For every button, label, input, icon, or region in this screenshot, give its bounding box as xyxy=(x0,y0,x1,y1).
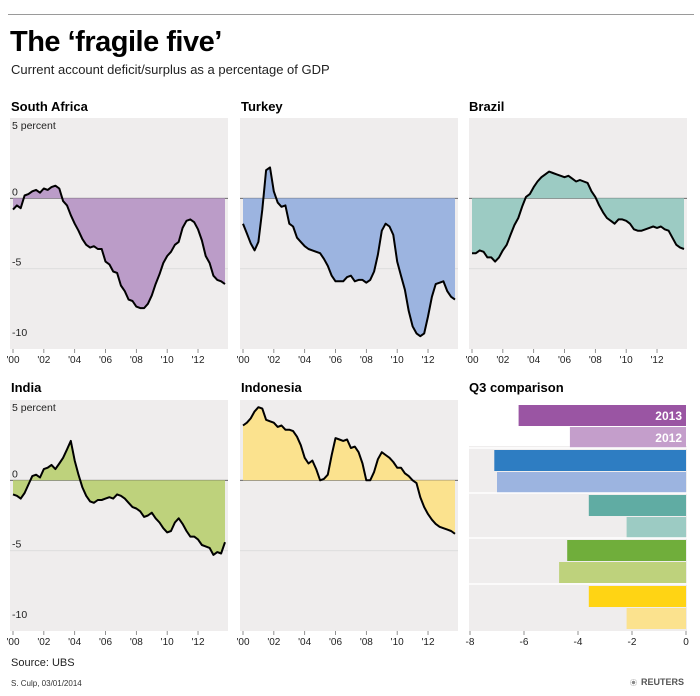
x-tick-label: '00 xyxy=(236,355,249,366)
panel-title-south-africa: South Africa xyxy=(11,99,88,114)
x-tick-label: '00 xyxy=(465,355,478,366)
panel-title-q3-comparison: Q3 comparison xyxy=(469,380,564,395)
legend-label-2013: 2013 xyxy=(655,409,682,423)
x-tick-label: '08 xyxy=(589,355,602,366)
x-tick-label: '06 xyxy=(99,355,112,366)
panel-south_africa xyxy=(10,118,228,353)
panel-india xyxy=(10,400,228,635)
x-tick-label: '00 xyxy=(6,637,19,648)
y-tick-label: 0 xyxy=(12,468,18,480)
panel-brazil xyxy=(469,118,687,353)
bar-2012-2 xyxy=(497,472,686,493)
bar-2013-1 xyxy=(518,405,686,426)
series-line xyxy=(242,166,456,338)
fragile-five-charts: '00 '02 '04 '06 '08 '10 '12 5 percent 0 -5 -10 '00 '… xyxy=(6,118,689,648)
y-tick-label: -10 xyxy=(12,609,27,621)
panel-q3-comparison xyxy=(469,405,687,635)
x-tick-label: 0 xyxy=(683,637,689,648)
x-tick-label: '12 xyxy=(191,637,204,648)
top-rule xyxy=(8,14,694,15)
legend-label-2012: 2012 xyxy=(655,431,682,445)
x-tick-label: '06 xyxy=(329,637,342,648)
y-tick-label: 0 xyxy=(12,186,18,198)
x-tick-label: '02 xyxy=(267,637,280,648)
x-tick-label: '10 xyxy=(391,355,404,366)
series-area xyxy=(243,167,455,337)
panel-turkey xyxy=(240,118,458,353)
bar-2013-4 xyxy=(567,540,686,561)
series-area xyxy=(13,440,225,555)
x-tick-label: '02 xyxy=(37,355,50,366)
x-tick-label: '02 xyxy=(267,355,280,366)
series-line xyxy=(12,184,226,310)
x-tick-label: '06 xyxy=(329,355,342,366)
x-tick-label: '06 xyxy=(558,355,571,366)
x-tick-label: -2 xyxy=(628,637,637,648)
panel-indonesia xyxy=(240,400,458,635)
series-line xyxy=(472,170,685,263)
x-tick-label: '12 xyxy=(421,355,434,366)
reuters-logo-icon xyxy=(629,677,638,687)
bar-2013-5 xyxy=(588,586,686,607)
panel-title-indonesia: Indonesia xyxy=(241,380,302,395)
series-line xyxy=(242,406,456,535)
x-tick-label: '06 xyxy=(99,637,112,648)
bar-2012-3 xyxy=(626,517,686,538)
y-tick-label: -5 xyxy=(12,257,21,269)
panel-title-india: India xyxy=(11,380,42,395)
x-tick-label: '04 xyxy=(68,637,81,648)
x-tick-label: '10 xyxy=(391,637,404,648)
x-tick-label: -4 xyxy=(574,637,583,648)
series-area xyxy=(243,407,455,534)
x-tick-label: '12 xyxy=(191,355,204,366)
x-tick-label: -6 xyxy=(520,637,529,648)
credit-note: S. Culp, 03/01/2014 xyxy=(11,679,82,688)
reuters-logo-text: REUTERS xyxy=(641,677,685,687)
x-tick-label: '12 xyxy=(650,355,663,366)
series-area xyxy=(472,171,684,262)
x-tick-label: '02 xyxy=(496,355,509,366)
x-tick-label: '08 xyxy=(130,637,143,648)
x-tick-label: '10 xyxy=(161,355,174,366)
bar-2012-4 xyxy=(559,562,686,583)
x-tick-label: '08 xyxy=(360,355,373,366)
series-line xyxy=(12,439,226,556)
panel-title-turkey: Turkey xyxy=(241,99,283,114)
y-tick-label: -10 xyxy=(12,327,27,339)
x-tick-label: '04 xyxy=(298,637,311,648)
y-tick-label: 5 percent xyxy=(12,402,56,414)
x-tick-label: '04 xyxy=(298,355,311,366)
x-tick-label: '08 xyxy=(130,355,143,366)
panel-title-brazil: Brazil xyxy=(469,99,505,114)
source-note: Source: UBS xyxy=(11,657,75,669)
x-tick-label: '02 xyxy=(37,637,50,648)
page-title: The ‘fragile five’ xyxy=(10,26,222,58)
x-tick-label: '00 xyxy=(236,637,249,648)
x-tick-label: '04 xyxy=(68,355,81,366)
reuters-logo: REUTERS xyxy=(629,677,684,687)
bar-2012-1 xyxy=(569,427,686,448)
page-subtitle: Current account deficit/surplus as a per… xyxy=(11,62,330,77)
bar-2013-2 xyxy=(494,450,686,471)
x-tick-label: '12 xyxy=(421,637,434,648)
x-tick-label: -8 xyxy=(466,637,475,648)
x-tick-label: '00 xyxy=(6,355,19,366)
x-tick-label: '10 xyxy=(620,355,633,366)
series-area xyxy=(13,185,225,309)
y-tick-label: 5 percent xyxy=(12,120,56,132)
bar-2013-3 xyxy=(588,495,686,516)
y-tick-label: -5 xyxy=(12,539,21,551)
x-tick-label: '04 xyxy=(527,355,540,366)
x-tick-label: '10 xyxy=(161,637,174,648)
bar-2012-5 xyxy=(626,608,686,629)
x-tick-label: '08 xyxy=(360,637,373,648)
